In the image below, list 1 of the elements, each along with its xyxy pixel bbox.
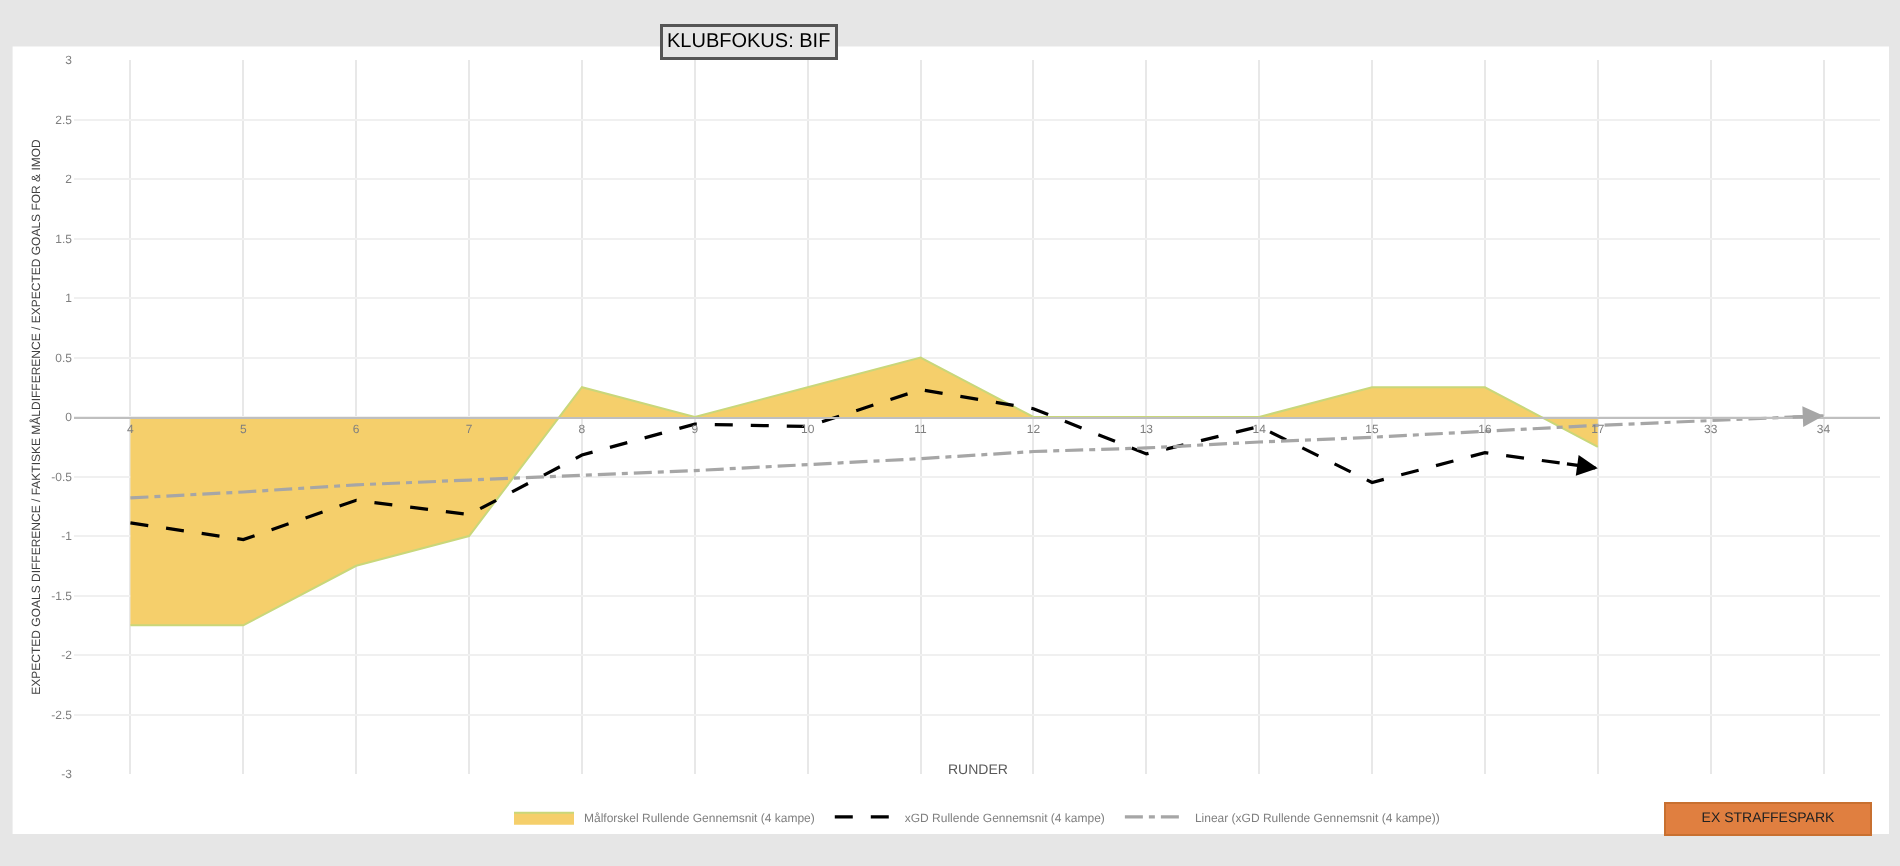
chart-title: KLUBFOKUS: BIF xyxy=(667,31,831,53)
